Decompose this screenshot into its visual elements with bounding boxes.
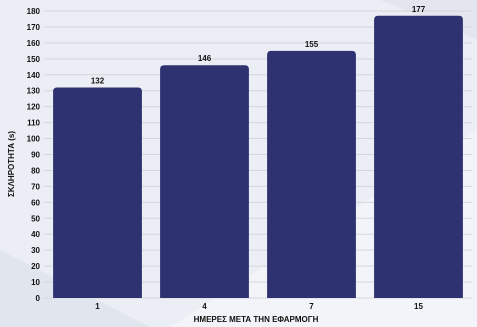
bars xyxy=(53,15,463,299)
x-tick-label: 7 xyxy=(309,302,314,311)
data-label: 177 xyxy=(412,5,426,14)
bar xyxy=(160,65,249,298)
y-tick-label: 130 xyxy=(27,87,41,96)
y-tick-label: 70 xyxy=(31,182,40,191)
y-tick-label: 0 xyxy=(36,294,41,303)
y-tick-label: 150 xyxy=(27,55,41,64)
x-tick-labels: 1 4 7 15 xyxy=(95,302,423,311)
y-tick-label: 160 xyxy=(27,39,41,48)
bar xyxy=(53,87,142,299)
y-tick-label: 180 xyxy=(27,7,41,16)
y-tick-label: 40 xyxy=(31,230,40,239)
x-tick-label: 15 xyxy=(414,302,423,311)
y-tick-labels: 0 10 20 30 40 50 60 70 80 90 100 110 120 130 140 150 160… xyxy=(27,7,41,303)
y-tick-label: 30 xyxy=(31,246,40,255)
y-tick-label: 140 xyxy=(27,71,41,80)
bar xyxy=(267,50,356,298)
y-tick-label: 60 xyxy=(31,198,40,207)
y-tick-label: 100 xyxy=(27,135,41,144)
y-tick-label: 90 xyxy=(31,151,40,160)
data-labels: 132 146 155 177 xyxy=(91,5,426,86)
x-axis-title: ΗΜΕΡΕΣ ΜΕΤΑ ΤΗΝ ΕΦΑΡΜΟΓΗ xyxy=(194,315,319,324)
y-tick-label: 170 xyxy=(27,23,41,32)
y-tick-label: 50 xyxy=(31,214,40,223)
data-label: 146 xyxy=(198,54,212,63)
y-tick-label: 80 xyxy=(31,166,40,175)
y-tick-label: 120 xyxy=(27,103,41,112)
y-tick-label: 20 xyxy=(31,262,40,271)
x-tick-label: 4 xyxy=(202,302,207,311)
data-label: 132 xyxy=(91,77,105,86)
x-tick-label: 1 xyxy=(95,302,100,311)
data-label: 155 xyxy=(305,40,319,49)
y-tick-label: 10 xyxy=(31,278,40,287)
bar xyxy=(374,15,463,299)
y-axis-title: ΣΚΛΗΡΟΤΗΤΑ (s) xyxy=(7,131,16,197)
y-tick-label: 110 xyxy=(27,119,40,128)
